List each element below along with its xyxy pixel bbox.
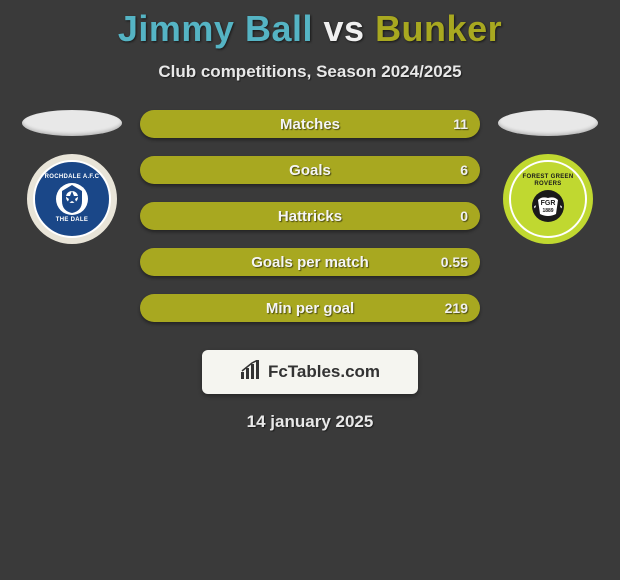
right-oval [498, 110, 598, 136]
stat-value: 0 [460, 208, 468, 224]
brand-text: FcTables.com [268, 362, 380, 382]
right-badge-top-text: FOREST GREEN ROVERS [511, 174, 585, 187]
right-side: FOREST GREEN ROVERS FGR 1889 [498, 110, 598, 244]
brand-chart-icon [240, 360, 262, 385]
svg-text:1889: 1889 [542, 208, 553, 214]
subtitle: Club competitions, Season 2024/2025 [0, 62, 620, 82]
stat-bar: Goals 6 [140, 156, 480, 184]
stat-bar: Goals per match 0.55 [140, 248, 480, 276]
stat-label: Goals per match [251, 254, 369, 271]
stat-bar: Min per goal 219 [140, 294, 480, 322]
comparison-content: ROCHDALE A.F.C THE DALE Matches 11 Goals 6 H… [0, 110, 620, 322]
right-club-badge: FOREST GREEN ROVERS FGR 1889 [503, 154, 593, 244]
right-badge-crest-icon: FGR 1889 [530, 188, 566, 224]
svg-text:FGR: FGR [541, 200, 556, 207]
stat-label: Hattricks [278, 208, 342, 225]
left-club-badge: ROCHDALE A.F.C THE DALE [27, 154, 117, 244]
stat-value: 0.55 [441, 254, 468, 270]
stat-value: 219 [445, 300, 468, 316]
vs-text: vs [324, 8, 365, 49]
comparison-title: Jimmy Ball vs Bunker [0, 0, 620, 50]
left-side: ROCHDALE A.F.C THE DALE [22, 110, 122, 244]
brand-badge: FcTables.com [202, 350, 418, 394]
player2-name: Bunker [375, 8, 502, 49]
stats-bars: Matches 11 Goals 6 Hattricks 0 Goals per match… [140, 110, 480, 322]
stat-label: Goals [289, 162, 331, 179]
stat-value: 11 [453, 116, 468, 132]
left-oval [22, 110, 122, 136]
player1-name: Jimmy Ball [118, 8, 313, 49]
stat-label: Min per goal [266, 300, 354, 317]
left-badge-top-text: ROCHDALE A.F.C [41, 174, 104, 181]
left-club-badge-inner: ROCHDALE A.F.C THE DALE [33, 160, 111, 238]
stat-bar: Matches 11 [140, 110, 480, 138]
date-label: 14 january 2025 [0, 412, 620, 432]
left-badge-crest-icon [54, 181, 90, 217]
right-club-badge-inner: FOREST GREEN ROVERS FGR 1889 [509, 160, 587, 238]
stat-bar: Hattricks 0 [140, 202, 480, 230]
left-badge-bottom-text: THE DALE [52, 217, 92, 224]
stat-label: Matches [280, 116, 340, 133]
stat-value: 6 [460, 162, 468, 178]
